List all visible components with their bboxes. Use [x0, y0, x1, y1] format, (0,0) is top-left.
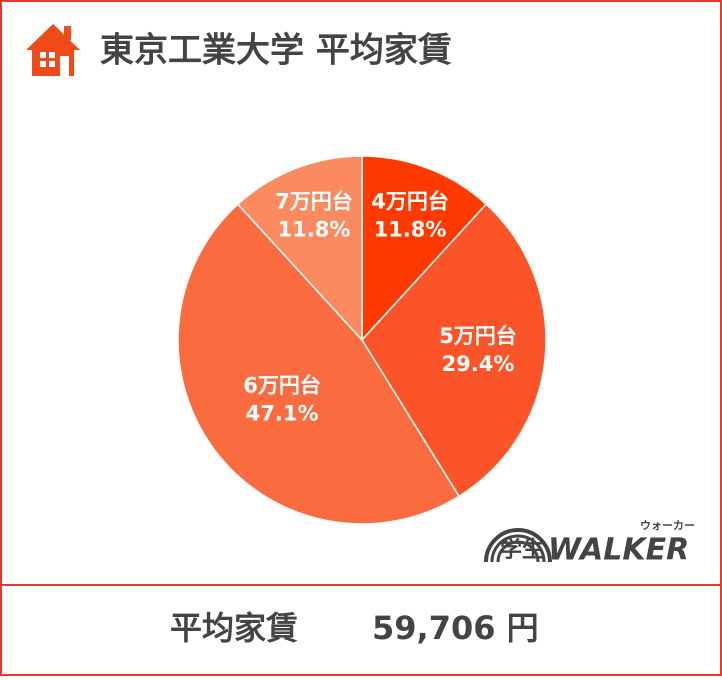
footer-value: 59,706 円: [372, 609, 539, 647]
house-icon: [26, 24, 80, 76]
chart-title: 東京工業大学 平均家賃: [100, 31, 452, 71]
pie-slice: [361, 203, 547, 498]
pie-slice: [177, 203, 461, 525]
slice-value-label: 11.8%: [278, 217, 351, 241]
slice-label: 7万円台: [275, 189, 353, 213]
pie: 4万円台 11.8% 5万円台 29.4% 6万円台 47.1% 7万円台 11.8%: [177, 155, 547, 525]
logo-brand: WALKER: [548, 533, 689, 568]
logo-main: 学生: [500, 537, 544, 563]
slice-value-label: 11.8%: [374, 217, 447, 241]
slice-label: 6万円台: [243, 374, 321, 398]
logo: 学生 WALKER ウォーカー: [484, 519, 695, 568]
pie-slice: [236, 155, 363, 342]
slice-label: 5万円台: [439, 324, 517, 348]
slice-value-label: 29.4%: [442, 352, 515, 376]
slice-value-label: 47.1%: [246, 402, 319, 426]
footer-label: 平均家賃: [170, 609, 298, 647]
slice-label: 4万円台: [371, 189, 449, 213]
logo-reading: ウォーカー: [640, 519, 695, 532]
pie-slice: [361, 155, 488, 342]
